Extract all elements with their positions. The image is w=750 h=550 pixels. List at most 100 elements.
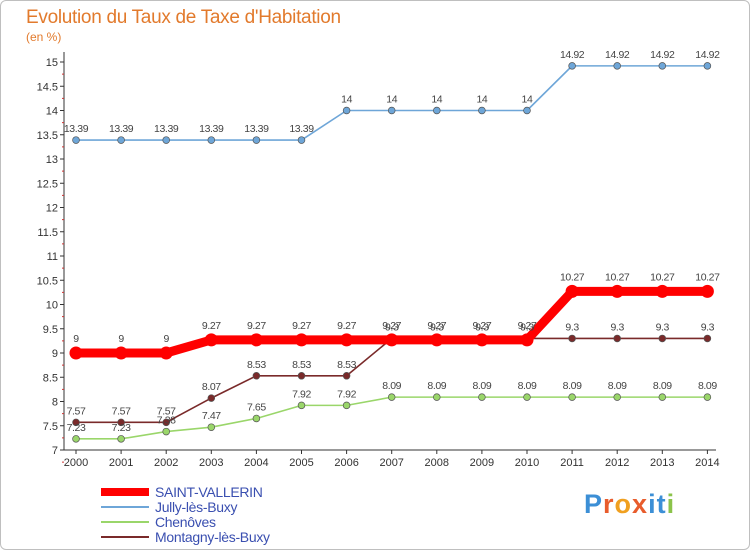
series-point-1: [342, 106, 351, 115]
series-point-2: [342, 401, 351, 410]
data-label-0: 9.27: [247, 320, 266, 332]
data-label-2: 7.23: [112, 422, 131, 434]
data-label-3: 8.53: [337, 359, 356, 371]
series-point-2: [478, 393, 486, 401]
data-label-3: 7.57: [157, 405, 176, 417]
data-label-1: 14: [476, 94, 487, 106]
logo-letter: o: [614, 489, 633, 519]
data-label-0: 9: [163, 333, 169, 345]
y-tick-label: 12.5: [37, 178, 58, 190]
logo-letter: i: [648, 489, 657, 519]
series-point-1: [297, 136, 306, 144]
series-point-1: [703, 62, 712, 70]
series-point-0: [340, 333, 354, 347]
x-tick-label: 2008: [425, 457, 449, 469]
x-tick-label: 2004: [244, 457, 268, 469]
logo-letter: t: [656, 489, 667, 519]
series-point-1: [72, 136, 80, 144]
series-point-1: [613, 62, 621, 70]
data-label-0: 9: [118, 333, 124, 345]
x-tick-label: 2012: [605, 457, 629, 469]
series-point-0: [249, 333, 263, 347]
series-point-1: [162, 136, 170, 144]
y-tick-label: 14.5: [37, 81, 58, 93]
x-tick-label: 2001: [109, 457, 133, 469]
legend-swatch: [101, 506, 149, 508]
y-tick-label: 7: [52, 445, 58, 457]
y-tick-label: 10.5: [37, 275, 58, 287]
data-label-3: 9.3: [701, 321, 715, 333]
data-label-2: 7.92: [292, 388, 311, 400]
data-label-0: 10.27: [695, 271, 720, 283]
data-label-2: 8.09: [563, 380, 582, 392]
legend-label: Montagny-lès-Buxy: [155, 529, 270, 545]
data-label-1: 13.39: [154, 123, 179, 135]
y-tick-label: 12: [46, 203, 58, 215]
series-point-3: [117, 418, 125, 427]
data-label-3: 9.3: [656, 321, 670, 333]
data-label-1: 14: [431, 94, 442, 106]
series-point-0: [159, 346, 173, 360]
series-point-3: [207, 394, 216, 402]
data-label-2: 8.09: [382, 380, 401, 392]
y-tick-label: 9: [52, 348, 58, 360]
data-label-2: 7.38: [157, 415, 176, 427]
data-label-3: 9.3: [520, 321, 534, 333]
data-label-1: 14.92: [695, 49, 720, 61]
chart-unit: (en %): [26, 30, 62, 44]
series-point-0: [385, 333, 399, 347]
proxiti-logo: Proxiti: [584, 489, 675, 520]
series-point-3: [342, 372, 351, 380]
data-label-1: 14.92: [650, 49, 675, 61]
series-point-1: [207, 136, 216, 144]
logo-letter: x: [632, 489, 649, 519]
series-point-2: [72, 435, 80, 443]
data-label-2: 7.65: [247, 401, 266, 413]
series-point-2: [207, 423, 216, 431]
data-label-1: 14: [522, 94, 533, 106]
series-point-2: [297, 401, 306, 410]
data-label-2: 7.47: [202, 410, 221, 422]
y-tick-label: 11: [47, 251, 58, 263]
series-point-2: [568, 393, 576, 401]
data-label-2: 8.09: [698, 380, 717, 392]
series-point-2: [523, 393, 531, 401]
data-label-2: 8.09: [427, 380, 446, 392]
x-tick-label: 2003: [199, 457, 223, 469]
logo-letter: P: [584, 489, 604, 519]
x-tick-label: 2013: [650, 457, 674, 469]
x-tick-label: 2014: [695, 457, 719, 469]
y-tick-label: 14: [46, 106, 58, 118]
data-label-0: 9.27: [292, 320, 311, 332]
data-label-0: 9.27: [427, 320, 446, 332]
series-point-3: [568, 334, 576, 343]
data-label-1: 14: [386, 94, 397, 106]
series-point-1: [658, 62, 667, 70]
x-tick-label: 2007: [379, 457, 403, 469]
data-label-3: 8.53: [247, 359, 266, 371]
series-point-2: [613, 393, 621, 401]
x-tick-label: 2010: [515, 457, 539, 469]
y-tick-label: 11.5: [37, 227, 58, 239]
data-label-2: 7.23: [67, 422, 86, 434]
series-point-3: [162, 418, 170, 427]
series-point-0: [114, 346, 128, 360]
y-tick-label: 8.5: [43, 372, 58, 384]
data-label-1: 13.39: [109, 123, 134, 135]
series-point-2: [433, 393, 441, 401]
y-tick-label: 10: [46, 300, 58, 312]
data-label-1: 14.92: [605, 49, 630, 61]
data-label-2: 8.09: [472, 380, 491, 392]
data-label-3: 9.3: [565, 321, 579, 333]
data-label-1: 13.39: [244, 123, 269, 135]
data-label-3: 7.57: [112, 405, 131, 417]
series-point-1: [252, 136, 261, 144]
series-point-0: [69, 346, 83, 360]
data-label-3: 8.07: [202, 381, 221, 393]
series-point-0: [430, 333, 444, 347]
series-point-1: [523, 106, 531, 115]
logo-letter: r: [603, 489, 615, 519]
series-point-0: [610, 284, 624, 298]
